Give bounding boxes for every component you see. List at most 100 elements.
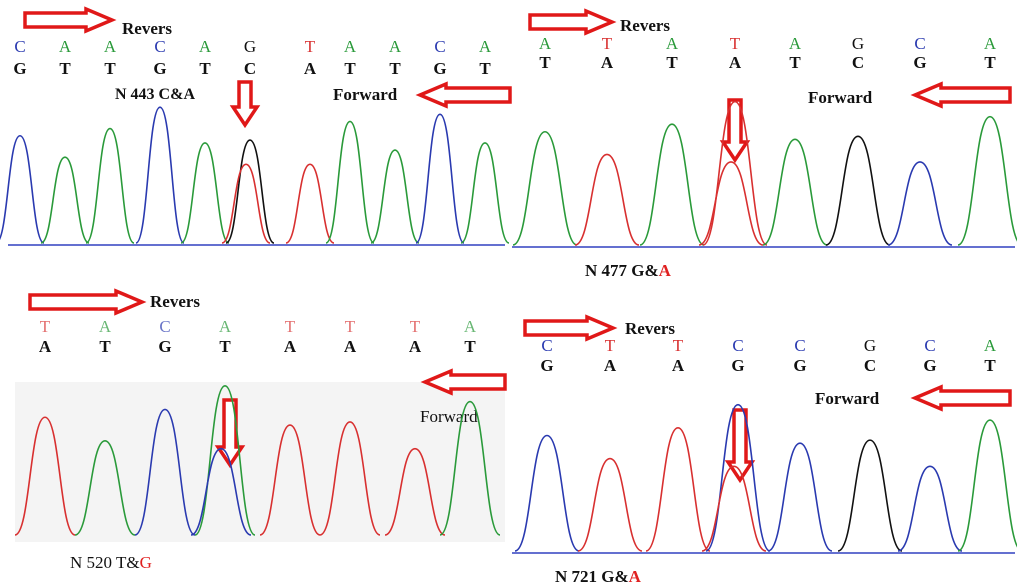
trace-peak bbox=[702, 100, 768, 246]
trace-peak bbox=[85, 127, 135, 244]
trace-peak bbox=[0, 134, 45, 244]
trace-peak bbox=[384, 447, 446, 536]
mutation-arrow bbox=[229, 80, 261, 129]
trace-peak bbox=[134, 408, 196, 536]
forward-base: T bbox=[389, 59, 401, 78]
trace-peak bbox=[74, 439, 136, 536]
mutation-label: N 520 T&G bbox=[70, 553, 152, 572]
forward-base: A bbox=[344, 337, 357, 356]
mutation-label: N 721 G&A bbox=[555, 567, 642, 586]
trace-peak bbox=[897, 465, 963, 552]
forward-base: G bbox=[153, 59, 166, 78]
reverse-base: T bbox=[602, 34, 613, 53]
reverse-base: T bbox=[40, 317, 51, 336]
trace-peak bbox=[825, 135, 891, 246]
forward-base: A bbox=[409, 337, 422, 356]
forward-base: G bbox=[913, 53, 926, 72]
trace-peak bbox=[194, 385, 256, 536]
trace-peak bbox=[645, 426, 711, 552]
reverse-base: A bbox=[666, 34, 679, 53]
reverse-base: A bbox=[789, 34, 802, 53]
trace-peak bbox=[577, 457, 643, 552]
forward-base: A bbox=[672, 356, 685, 375]
forward-base: A bbox=[284, 337, 297, 356]
reverse-label: Revers bbox=[625, 319, 675, 338]
trace-peak bbox=[762, 138, 828, 246]
trace-peak bbox=[370, 149, 420, 244]
trace-peak bbox=[40, 156, 90, 244]
reverse-base: A bbox=[219, 317, 232, 336]
forward-base: T bbox=[984, 356, 996, 375]
forward-label: Forward bbox=[333, 85, 398, 104]
trace-peak bbox=[698, 161, 764, 246]
reverse-base: G bbox=[852, 34, 864, 53]
trace-peak bbox=[325, 120, 375, 244]
reverse-base: A bbox=[984, 336, 997, 355]
mutation-arrow bbox=[719, 98, 751, 164]
reverse-base: T bbox=[673, 336, 684, 355]
reverse-base: A bbox=[59, 37, 72, 56]
trace-peak bbox=[259, 424, 321, 536]
forward-base: T bbox=[666, 53, 678, 72]
reverse-base: G bbox=[864, 336, 876, 355]
forward-base: T bbox=[344, 59, 356, 78]
mutation-position: N 721 G& bbox=[555, 567, 629, 586]
trace-peak bbox=[514, 434, 580, 552]
reverse-base: A bbox=[984, 34, 997, 53]
red-arrow bbox=[910, 81, 1012, 109]
forward-base: T bbox=[104, 59, 116, 78]
forward-base: G bbox=[793, 356, 806, 375]
trace-peak bbox=[180, 142, 230, 244]
red-arrow bbox=[415, 81, 512, 109]
mutation-position: N 520 T& bbox=[70, 553, 140, 572]
trace-peak bbox=[225, 139, 275, 244]
reverse-base: A bbox=[479, 37, 492, 56]
forward-base: A bbox=[601, 53, 614, 72]
trace-peak bbox=[957, 115, 1017, 246]
trace-peak bbox=[705, 403, 771, 552]
forward-base: C bbox=[852, 53, 864, 72]
mutation-variant: A bbox=[629, 567, 642, 586]
mutation-label: N 443 C&A bbox=[115, 86, 195, 103]
forward-base: G bbox=[731, 356, 744, 375]
forward-base: T bbox=[539, 53, 551, 72]
trace-peak bbox=[701, 465, 767, 552]
forward-base: T bbox=[199, 59, 211, 78]
forward-label: Forward bbox=[420, 407, 478, 426]
reverse-label: Revers bbox=[122, 19, 172, 38]
trace-peak bbox=[285, 163, 335, 244]
forward-base: A bbox=[604, 356, 617, 375]
forward-base: T bbox=[219, 337, 231, 356]
reverse-base: T bbox=[345, 317, 356, 336]
reverse-base: A bbox=[344, 37, 357, 56]
reverse-base: T bbox=[730, 34, 741, 53]
trace-peak bbox=[439, 400, 501, 536]
reverse-base: C bbox=[541, 336, 552, 355]
reverse-base: A bbox=[539, 34, 552, 53]
forward-label: Forward bbox=[815, 389, 880, 408]
mutation-position: N 443 C& bbox=[115, 86, 183, 103]
red-arrow bbox=[910, 384, 1012, 412]
trace-peak bbox=[767, 442, 833, 552]
mutation-position: N 477 G& bbox=[585, 261, 659, 280]
red-arrow bbox=[523, 314, 618, 342]
trace-peak bbox=[639, 123, 705, 246]
red-arrow bbox=[28, 288, 147, 316]
reverse-base: C bbox=[154, 37, 165, 56]
mutation-variant: A bbox=[183, 86, 195, 103]
mutation-variant: A bbox=[659, 261, 672, 280]
red-arrow bbox=[528, 8, 617, 36]
forward-base: T bbox=[479, 59, 491, 78]
reverse-base: A bbox=[104, 37, 117, 56]
reverse-base: T bbox=[410, 317, 421, 336]
reverse-base: A bbox=[99, 317, 112, 336]
reverse-base: C bbox=[434, 37, 445, 56]
trace-peak bbox=[460, 142, 510, 244]
forward-base: A bbox=[304, 59, 317, 78]
trace-peak bbox=[415, 113, 465, 244]
reverse-base: T bbox=[305, 37, 316, 56]
forward-base: G bbox=[158, 337, 171, 356]
mutation-variant: G bbox=[140, 553, 152, 572]
trace-peak bbox=[190, 447, 252, 536]
